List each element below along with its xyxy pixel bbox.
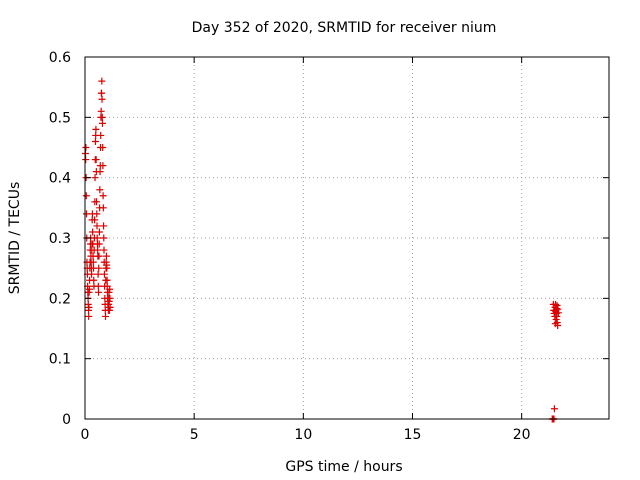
- data-point: [84, 300, 92, 308]
- data-point: [552, 315, 560, 323]
- data-point: [100, 222, 108, 230]
- data-point: [94, 270, 102, 278]
- grid: [85, 57, 609, 419]
- data-point: [90, 276, 98, 284]
- data-point: [92, 125, 100, 133]
- x-tick-label: 5: [190, 427, 199, 443]
- data-point: [103, 276, 111, 284]
- data-point: [93, 198, 101, 206]
- data-point: [99, 162, 107, 170]
- data-point: [88, 270, 96, 278]
- data-point: [106, 294, 114, 302]
- data-point: [554, 309, 562, 317]
- data-point: [105, 300, 113, 308]
- data-point: [103, 264, 111, 272]
- data-point: [93, 222, 101, 230]
- y-tick-label: 0.5: [49, 110, 71, 126]
- data-point: [94, 282, 102, 290]
- data-point: [83, 210, 91, 218]
- data-point: [100, 270, 108, 278]
- x-tick-label: 0: [81, 427, 90, 443]
- y-tick-label: 0.6: [49, 50, 71, 66]
- y-tick-label: 0.1: [49, 352, 71, 368]
- y-axis-title: SRMTID / TECUs: [7, 182, 23, 295]
- data-point: [91, 216, 99, 224]
- axis-ticks: [84, 56, 609, 420]
- y-tick-label: 0.3: [49, 231, 71, 247]
- y-tick-labels: 0 0.1 0.2 0.3 0.4 0.5 0.6: [49, 50, 71, 428]
- data-point: [99, 192, 107, 200]
- data-point: [91, 137, 99, 145]
- x-tick-labels: 0 5 10 15 20: [81, 427, 531, 443]
- y-tick-label: 0.2: [49, 291, 71, 307]
- chart-title: Day 352 of 2020, SRMTID for receiver niu…: [192, 20, 497, 36]
- data-point: [97, 131, 105, 139]
- data-point: [105, 306, 113, 314]
- data-point: [99, 144, 107, 151]
- data-point: [98, 89, 106, 97]
- data-points: [81, 77, 562, 423]
- data-point: [98, 113, 106, 121]
- data-point: [98, 119, 106, 127]
- data-point: [85, 285, 93, 293]
- data-point: [99, 204, 107, 212]
- x-tick-label: 20: [513, 427, 531, 443]
- data-point: [95, 252, 103, 260]
- data-point: [92, 156, 100, 164]
- data-point: [89, 258, 97, 266]
- x-tick-label: 15: [404, 427, 422, 443]
- data-point: [95, 288, 103, 296]
- x-axis-title: GPS time / hours: [285, 459, 402, 475]
- data-point: [97, 107, 105, 115]
- data-point: [96, 168, 104, 176]
- data-point: [85, 303, 93, 311]
- data-point: [95, 240, 103, 248]
- data-point: [551, 312, 559, 320]
- data-point: [95, 228, 103, 236]
- data-point: [93, 210, 101, 218]
- data-point: [551, 320, 559, 328]
- data-point: [102, 312, 110, 320]
- data-point: [93, 234, 101, 242]
- data-point: [106, 285, 114, 293]
- data-point: [550, 405, 558, 413]
- data-point: [89, 228, 97, 236]
- data-point: [82, 156, 90, 164]
- data-point: [98, 95, 106, 103]
- plot-frame: [84, 56, 610, 420]
- data-point: [553, 302, 561, 310]
- data-point: [100, 246, 108, 254]
- data-point: [552, 300, 560, 308]
- data-point: [105, 297, 113, 305]
- data-point: [94, 246, 102, 254]
- data-point: [96, 186, 104, 194]
- data-point: [91, 174, 99, 182]
- data-point: [85, 312, 93, 320]
- y-tick-label: 0: [62, 412, 71, 428]
- y-tick-label: 0.4: [49, 171, 71, 187]
- data-point: [102, 252, 110, 260]
- data-point: [95, 264, 103, 272]
- x-tick-label: 10: [294, 427, 312, 443]
- data-point: [82, 144, 90, 151]
- data-point: [82, 192, 90, 200]
- data-point: [100, 234, 108, 242]
- data-point: [105, 288, 113, 296]
- data-point: [106, 303, 114, 311]
- data-point: [98, 77, 106, 85]
